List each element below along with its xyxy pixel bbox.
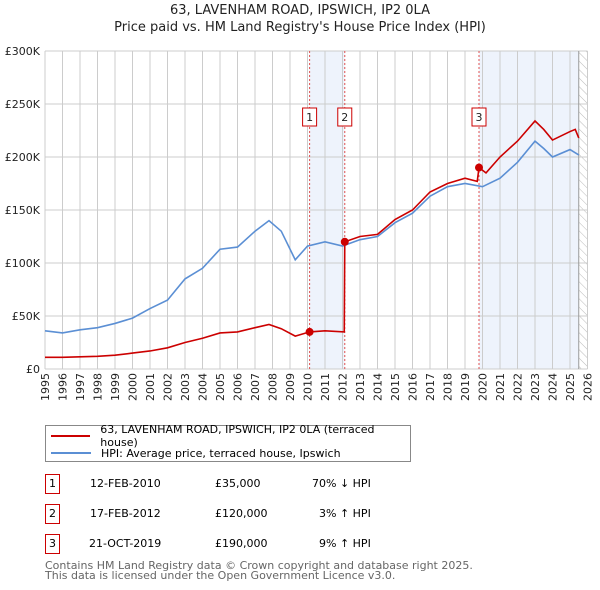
- sale-price: £120,000: [215, 507, 268, 520]
- x-tick-label: 1996: [57, 373, 70, 401]
- x-tick-label: 2009: [284, 373, 297, 401]
- x-tick-label: 2011: [319, 373, 332, 401]
- x-tick-label: 2025: [564, 373, 577, 401]
- x-tick-label: 2013: [354, 373, 367, 401]
- sale-marker-badge: 2: [45, 504, 60, 524]
- sale-marker-badge: 3: [45, 534, 60, 554]
- x-tick-label: 2004: [197, 373, 210, 401]
- x-tick-label: 2001: [144, 373, 157, 401]
- series-line: [45, 119, 580, 359]
- sale-point: [305, 327, 314, 336]
- legend-swatch-red: [51, 435, 91, 437]
- sale-label: 3: [476, 111, 483, 124]
- x-tick-label: 2021: [494, 373, 507, 401]
- sale-label: 2: [341, 111, 348, 124]
- legend-item-property: 63, LAVENHAM ROAD, IPSWICH, IP2 0LA (ter…: [46, 423, 410, 449]
- legend-label: 63, LAVENHAM ROAD, IPSWICH, IP2 0LA (ter…: [100, 423, 375, 449]
- sale-label-box: [337, 107, 353, 127]
- sale-price: £190,000: [215, 537, 268, 550]
- sale-label-box: [302, 107, 318, 127]
- sale-price: £35,000: [215, 477, 261, 490]
- x-tick-label: 1995: [39, 373, 52, 401]
- x-tick-label: 2003: [179, 373, 192, 401]
- sale-label-box: [471, 107, 487, 127]
- y-tick-label: £300K: [5, 45, 41, 58]
- footer-copyright: Contains HM Land Registry data © Crown c…: [45, 559, 473, 572]
- x-tick-label: 2010: [302, 373, 315, 401]
- series-line: [44, 139, 580, 334]
- legend-label: HPI: Average price, terraced house, Ipsw…: [101, 446, 341, 460]
- legend-swatch-blue: [51, 452, 91, 454]
- x-tick-label: 2020: [477, 373, 490, 401]
- table-row: 1 12-FEB-2010 £35,000 70% ↓ HPI: [45, 474, 445, 494]
- table-row: 3 21-OCT-2019 £190,000 9% ↑ HPI: [45, 534, 445, 554]
- x-tick-label: 2002: [162, 373, 175, 401]
- sale-label: 1: [306, 111, 313, 124]
- x-tick-label: 2012: [337, 373, 350, 401]
- chart-plot: 1995 1996 1997 1998 1999 2000 2001 2002 2003 2004…: [5, 45, 595, 401]
- y-tick-label: £100K: [5, 257, 41, 270]
- y-tick-label: £50K: [12, 310, 41, 323]
- sale-date: 17-FEB-2012: [90, 507, 161, 520]
- chart-title: 63, LAVENHAM ROAD, IPSWICH, IP2 0LA: [170, 3, 430, 18]
- y-tick-label: £0: [26, 363, 40, 376]
- sale-date: 21-OCT-2019: [89, 537, 162, 550]
- x-tick-label: 2019: [459, 373, 472, 401]
- x-tick-label: 2000: [127, 373, 140, 401]
- sale-date: 12-FEB-2010: [90, 477, 161, 490]
- sale-point: [340, 237, 349, 246]
- sale-marker-badge: 1: [45, 474, 60, 494]
- x-tick-label: 2008: [267, 373, 280, 401]
- x-tick-label: 2026: [582, 373, 595, 401]
- sale-point: [475, 163, 483, 172]
- x-tick-label: 1998: [92, 373, 105, 401]
- sale-hpi-diff: 9% ↑ HPI: [319, 537, 371, 550]
- x-tick-label: 1997: [74, 373, 87, 401]
- sale-hpi-diff: 3% ↑ HPI: [319, 507, 371, 520]
- y-tick-label: £200K: [5, 151, 41, 164]
- y-tick-label: £150K: [5, 204, 41, 217]
- x-tick-label: 2018: [442, 373, 455, 401]
- x-tick-label: 2016: [407, 373, 420, 401]
- footer-licence: This data is licensed under the Open Gov…: [45, 569, 396, 582]
- x-tick-label: 2005: [214, 373, 227, 401]
- chart-subtitle: Price paid vs. HM Land Registry's House …: [114, 20, 486, 35]
- table-row: 2 17-FEB-2012 £120,000 3% ↑ HPI: [45, 504, 445, 524]
- legend-item-hpi: HPI: Average price, terraced house, Ipsw…: [46, 445, 341, 461]
- x-tick-label: 2014: [372, 373, 385, 401]
- x-tick-label: 2006: [232, 373, 245, 401]
- x-tick-label: 2023: [529, 373, 542, 401]
- sale-hpi-diff: 70% ↓ HPI: [312, 477, 371, 490]
- x-tick-label: 2022: [512, 373, 525, 401]
- legend: 63, LAVENHAM ROAD, IPSWICH, IP2 0LA (ter…: [45, 423, 411, 462]
- y-tick-label: £250K: [5, 98, 41, 111]
- x-tick-label: 2015: [389, 373, 402, 401]
- x-tick-label: 2024: [547, 373, 560, 401]
- x-tick-label: 1999: [109, 373, 122, 401]
- x-tick-label: 2017: [424, 373, 437, 401]
- x-tick-label: 2007: [249, 373, 262, 401]
